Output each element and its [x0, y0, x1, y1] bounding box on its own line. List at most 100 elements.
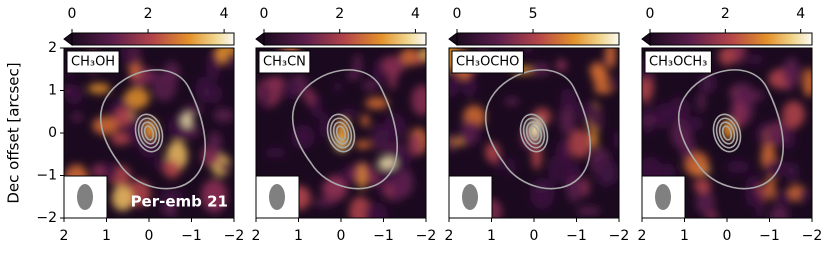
emission-blob — [111, 185, 133, 211]
emission-blob — [305, 88, 315, 106]
emission-blob — [755, 190, 764, 218]
x-tick-label: 2 — [638, 228, 647, 244]
emission-blob — [782, 100, 805, 128]
molecule-label: CH₃OCH₃ — [649, 55, 707, 70]
emission-blob — [161, 203, 173, 215]
emission-blob — [595, 158, 615, 187]
y-axis-label: Dec offset [arcsec] — [5, 62, 23, 203]
emission-blob — [798, 188, 810, 202]
contour — [712, 113, 742, 153]
colorbar-extend — [448, 32, 458, 46]
emission-blob — [206, 52, 220, 83]
emission-blob — [449, 133, 456, 154]
colorbar-extend — [641, 32, 651, 46]
emission-blob — [340, 108, 358, 120]
emission-blob — [613, 130, 619, 150]
emission-blob — [383, 183, 394, 199]
emission-blob — [523, 48, 534, 54]
label-box — [451, 50, 524, 74]
colorbar — [456, 32, 620, 46]
x-tick-label: −1 — [181, 228, 202, 244]
contour — [332, 121, 350, 145]
emission-blob — [548, 156, 560, 186]
contour — [721, 125, 733, 141]
emission-blob — [213, 108, 234, 123]
label-box — [644, 50, 712, 74]
emission-blob — [281, 79, 298, 99]
colorbar-tick-label: 4 — [796, 6, 805, 22]
colorbar-extend — [63, 32, 73, 46]
emission-blob — [362, 79, 376, 92]
x-tick-label: 2 — [60, 228, 69, 244]
colorbar-tick-label: 4 — [411, 6, 420, 22]
x-tick-label: −1 — [759, 228, 780, 244]
emission-blob — [654, 103, 672, 130]
emission-blob — [594, 85, 613, 94]
colorbar-tick-label: 0 — [260, 6, 269, 22]
contour — [519, 113, 549, 153]
emission-blob — [642, 117, 659, 126]
emission-blob — [333, 82, 343, 92]
contour — [326, 113, 356, 153]
emission-blob — [764, 159, 790, 178]
molecule-label: CH₃CN — [263, 55, 306, 70]
contour — [143, 125, 155, 141]
emission-blob — [696, 91, 706, 112]
contour — [335, 125, 347, 141]
emission-blob — [202, 84, 223, 104]
source-label: Per-emb 21 — [131, 193, 228, 211]
emission-blob — [360, 114, 370, 127]
colorbar-tick-label: 2 — [335, 6, 344, 22]
emission-blob — [566, 176, 582, 203]
colorbar-tick-label: 0 — [646, 6, 655, 22]
emission-blob — [219, 161, 231, 173]
colorbar-extend — [255, 32, 265, 46]
colorbar-tick-label: 4 — [220, 6, 229, 22]
colorbar — [263, 32, 427, 46]
colorbar — [71, 32, 235, 46]
emission-blob — [775, 190, 792, 206]
emission-blob — [693, 178, 712, 194]
emission-blob — [71, 112, 83, 123]
emission-blob — [462, 73, 477, 98]
emission-blob — [111, 131, 131, 146]
colorbar-tick-label: 5 — [529, 6, 538, 22]
emission-blob — [260, 82, 270, 111]
x-tick-label: 0 — [723, 228, 732, 244]
emission-blob — [121, 48, 142, 67]
molecule-label: CH₃OH — [71, 55, 115, 70]
map-emission — [64, 48, 234, 218]
emission-blob — [718, 48, 736, 66]
emission-blob — [64, 86, 71, 95]
molecule-label: CH₃OCHO — [456, 55, 519, 70]
emission-blob — [568, 129, 592, 158]
emission-blob — [408, 133, 423, 156]
contour — [715, 117, 739, 149]
x-tick-label: 1 — [294, 228, 303, 244]
emission-blob — [225, 53, 234, 69]
emission-blob — [449, 73, 460, 98]
emission-blob — [114, 107, 132, 128]
y-tick-label: 1 — [48, 83, 57, 99]
emission-blob — [124, 87, 150, 109]
y-tick-label: −2 — [36, 210, 57, 226]
x-tick-label: 1 — [487, 228, 496, 244]
emission-blob — [163, 159, 181, 179]
emission-blob — [589, 116, 605, 130]
contour — [291, 69, 398, 190]
contour — [718, 121, 736, 145]
emission-blob — [695, 189, 715, 215]
emission-blob — [179, 124, 201, 139]
x-tick-label: 0 — [145, 228, 154, 244]
emission-blob — [291, 124, 315, 150]
emission-blob — [504, 97, 520, 106]
emission-blob — [207, 131, 222, 155]
contours — [484, 69, 591, 190]
emission-blob — [746, 54, 764, 65]
colorbar-tick-label: 0 — [68, 6, 77, 22]
emission-blob — [559, 103, 576, 136]
emission-blob — [784, 127, 796, 150]
emission-blob — [181, 112, 194, 128]
emission-blob — [611, 75, 619, 90]
